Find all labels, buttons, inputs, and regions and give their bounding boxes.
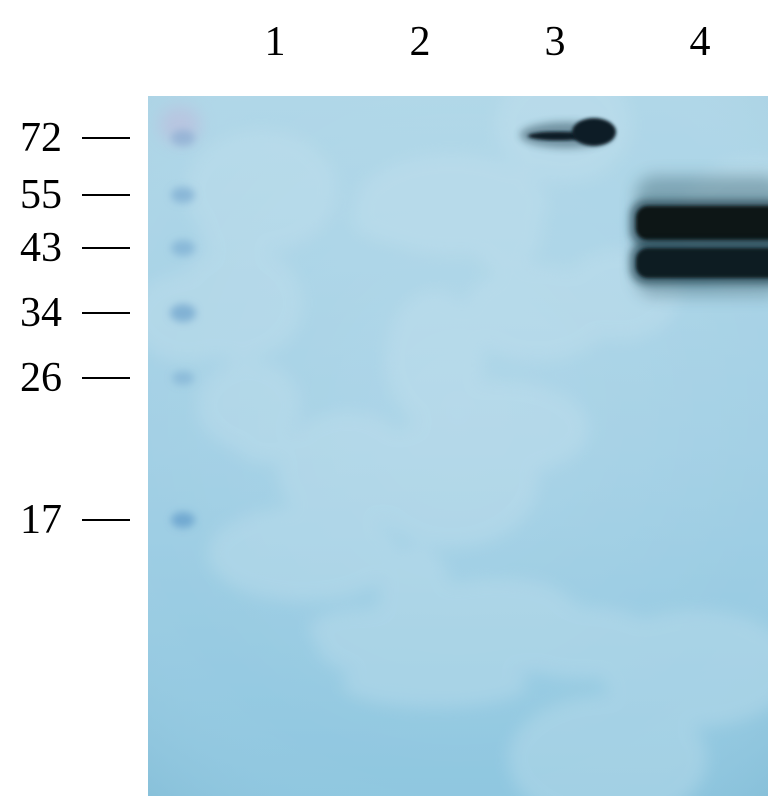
mw-label: 17	[20, 496, 62, 544]
mw-tick	[82, 377, 130, 379]
western-blot-figure: { "figure": { "width_px": 776, "height_p…	[0, 0, 776, 800]
mw-label: 43	[20, 224, 62, 272]
mw-label: 26	[20, 354, 62, 402]
signal-band	[630, 200, 768, 246]
mw-tick	[82, 194, 130, 196]
mw-tick	[82, 519, 130, 521]
mw-tick	[82, 312, 130, 314]
mw-label: 55	[20, 171, 62, 219]
lane-label: 3	[545, 18, 566, 66]
lane-label: 4	[690, 18, 711, 66]
signal-band	[630, 242, 768, 284]
blot-membrane	[148, 96, 768, 796]
mw-tick	[82, 247, 130, 249]
mw-tick	[82, 137, 130, 139]
mw-label: 34	[20, 289, 62, 337]
mw-label: 72	[20, 114, 62, 162]
lane-label: 1	[265, 18, 286, 66]
lane-label: 2	[410, 18, 431, 66]
